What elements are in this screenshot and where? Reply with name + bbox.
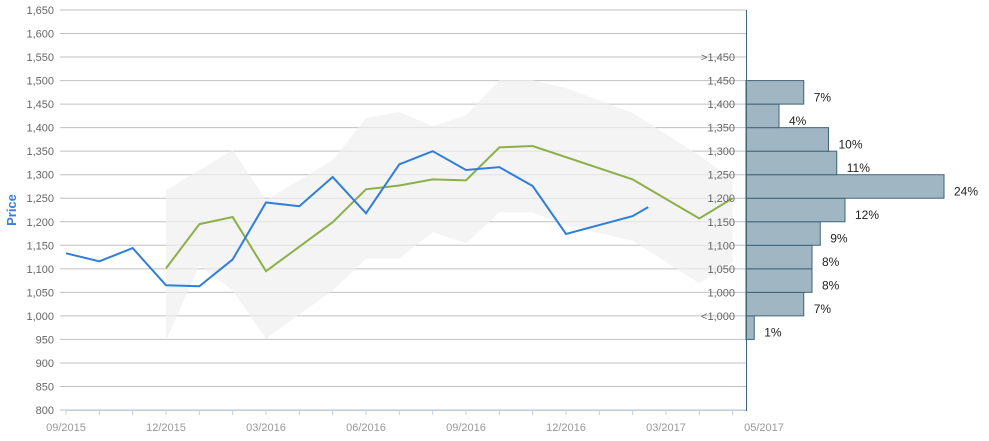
y-tick-label: 1,200 xyxy=(26,217,54,229)
y-tick-label: 1,300 xyxy=(26,170,54,182)
y-tick-label: 1,000 xyxy=(26,311,54,323)
histogram-bin-label: 1,350 xyxy=(707,123,735,135)
x-tick-label: 09/2015 xyxy=(46,422,86,434)
y-tick-label: 1,550 xyxy=(26,52,54,64)
histogram-bar xyxy=(745,291,805,317)
x-tick-label: 06/2016 xyxy=(346,422,386,434)
histogram-bin-label: 1,100 xyxy=(707,240,735,252)
histogram-percent-label: 4% xyxy=(789,114,807,128)
y-tick-label: 850 xyxy=(36,381,54,393)
histogram-percent-label: 8% xyxy=(822,255,840,269)
y-tick-label: 800 xyxy=(36,405,54,417)
y-tick-label: 1,350 xyxy=(26,146,54,158)
y-tick-label: 950 xyxy=(36,334,54,346)
histogram-bin-label: >1,450 xyxy=(701,52,735,64)
x-tick-label: 12/2015 xyxy=(146,422,186,434)
histogram-percent-label: 7% xyxy=(814,90,832,104)
forecast-line xyxy=(165,144,734,273)
histogram-bin-label: 1,200 xyxy=(707,193,735,205)
histogram-percent-label: 10% xyxy=(839,137,863,151)
histogram-bin-label: 1,000 xyxy=(707,287,735,299)
histogram-bar xyxy=(745,268,813,293)
histogram-bar xyxy=(745,315,755,340)
histogram-bin-label: <1,000 xyxy=(701,311,735,323)
y-tick-label: 1,400 xyxy=(26,123,54,135)
histogram-bar xyxy=(745,150,838,176)
histogram-percent-label: 9% xyxy=(830,232,848,246)
histogram-percent-label: 12% xyxy=(855,208,879,222)
histogram-bar xyxy=(745,244,813,270)
histogram-percent-label: 7% xyxy=(814,302,832,316)
x-tick-label: 05/2017 xyxy=(744,422,784,434)
histogram-bar xyxy=(745,174,945,199)
histogram-bar xyxy=(745,221,821,246)
histogram-bin-label: 1,250 xyxy=(707,170,735,182)
y-tick-label: 1,150 xyxy=(26,240,54,252)
x-tick-label: 03/2016 xyxy=(246,422,286,434)
histogram-bar xyxy=(745,80,805,105)
y-tick-label: 1,050 xyxy=(26,287,54,299)
histogram-percent-label: 24% xyxy=(954,184,978,198)
histogram-bin-label: 1,400 xyxy=(707,99,735,111)
y-tick-label: 1,500 xyxy=(26,76,54,88)
x-tick-label: 03/2017 xyxy=(646,422,686,434)
y-tick-label: 1,100 xyxy=(26,264,54,276)
histogram-bin-label: 1,050 xyxy=(707,264,735,276)
histogram-bin-label: 1,450 xyxy=(707,76,735,88)
x-tick-label: 09/2016 xyxy=(446,422,486,434)
histogram-percent-label: 1% xyxy=(764,326,782,340)
y-tick-label: 900 xyxy=(36,358,54,370)
histogram-percent-label: 11% xyxy=(847,161,870,175)
histogram-bin-label: 1,150 xyxy=(707,217,735,229)
histogram-bin-label: 1,300 xyxy=(707,146,735,158)
y-tick-label: 1,450 xyxy=(26,99,54,111)
histogram-bar xyxy=(745,103,780,129)
forecast-range-band xyxy=(166,80,733,341)
x-tick-label: 12/2016 xyxy=(546,422,586,434)
histogram-bar xyxy=(745,127,829,152)
y-tick-label: 1,600 xyxy=(26,29,54,41)
y-tick-label: 1,250 xyxy=(26,193,54,205)
histogram-percent-label: 8% xyxy=(822,279,840,293)
price-line xyxy=(65,150,649,288)
y-axis-label: Price xyxy=(4,194,19,226)
histogram-bar xyxy=(745,197,846,223)
y-tick-label: 1,650 xyxy=(26,5,54,17)
